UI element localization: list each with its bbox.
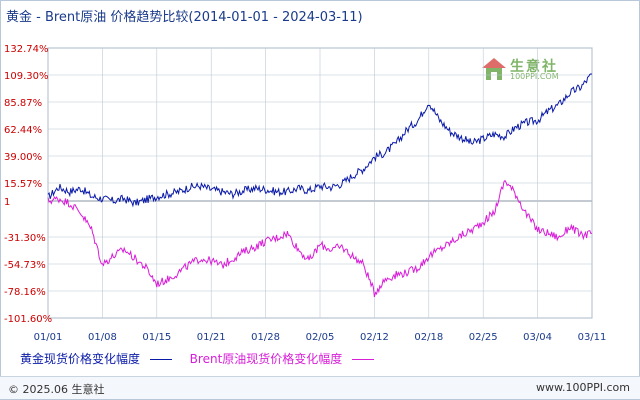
legend-item-gold: 黄金现货价格变化幅度 — [20, 350, 172, 367]
x-tick-label: 01/21 — [197, 332, 226, 343]
x-tick-label: 03/11 — [578, 332, 607, 343]
copyright-text: © 2025.06 生意社 — [8, 383, 105, 396]
y-tick-label: -101.60% — [4, 314, 52, 325]
x-tick-label: 03/04 — [523, 332, 552, 343]
legend-item-brent: Brent原油现货价格变化幅度 — [189, 350, 375, 367]
site-link[interactable]: www.100PPI.com — [536, 381, 630, 394]
chart-title: 黄金 - Brent原油 价格趋势比较(2014-01-01 - 2024-03… — [6, 10, 363, 25]
chart-series — [47, 73, 593, 298]
x-tick-label: 01/01 — [34, 332, 63, 343]
y-tick-label: 62.44% — [4, 125, 42, 136]
y-tick-label: 15.57% — [4, 179, 42, 190]
x-tick-label: 02/12 — [360, 332, 389, 343]
chart-legend: 黄金现货价格变化幅度 Brent原油现货价格变化幅度 — [20, 350, 388, 367]
y-tick-label: 109.30% — [4, 71, 49, 82]
legend-swatch-gold — [149, 359, 172, 360]
house-icon — [482, 58, 506, 80]
watermark-logo: 生意社 100PPI.COM — [480, 56, 600, 82]
series-line-gold — [47, 73, 593, 208]
y-tick-label: -78.16% — [4, 287, 46, 298]
footer: © 2025.06 生意社 www.100PPI.com — [0, 376, 640, 399]
y-tick-label: 1 — [4, 197, 10, 208]
y-tick-label: -31.30% — [4, 233, 46, 244]
watermark-text: 生意社 — [510, 59, 558, 75]
legend-swatch-brent — [352, 359, 375, 360]
x-tick-label: 02/05 — [306, 332, 335, 343]
series-line-brent — [47, 179, 593, 298]
legend-label-gold: 黄金现货价格变化幅度 — [20, 352, 141, 366]
x-tick-label: 01/15 — [142, 332, 171, 343]
x-tick-label: 01/28 — [251, 332, 280, 343]
x-tick-label: 02/18 — [414, 332, 443, 343]
x-tick-label: 02/25 — [469, 332, 498, 343]
y-tick-label: 85.87% — [4, 98, 42, 109]
legend-label-brent: Brent原油现货价格变化幅度 — [189, 352, 343, 366]
y-tick-label: 39.00% — [4, 152, 42, 163]
x-axis: 01/01 01/08 01/15 01/21 01/28 02/05 02/12 02/18… — [34, 332, 607, 343]
y-tick-label: -54.73% — [4, 260, 46, 271]
y-tick-label: 132.74% — [4, 44, 49, 55]
watermark-subtext: 100PPI.COM — [510, 72, 559, 81]
chart-grid — [47, 47, 593, 319]
y-axis: 132.74% 109.30% 85.87% 62.44% 39.00% 15.57% 1 -… — [4, 44, 52, 325]
x-tick-label: 01/08 — [88, 332, 117, 343]
